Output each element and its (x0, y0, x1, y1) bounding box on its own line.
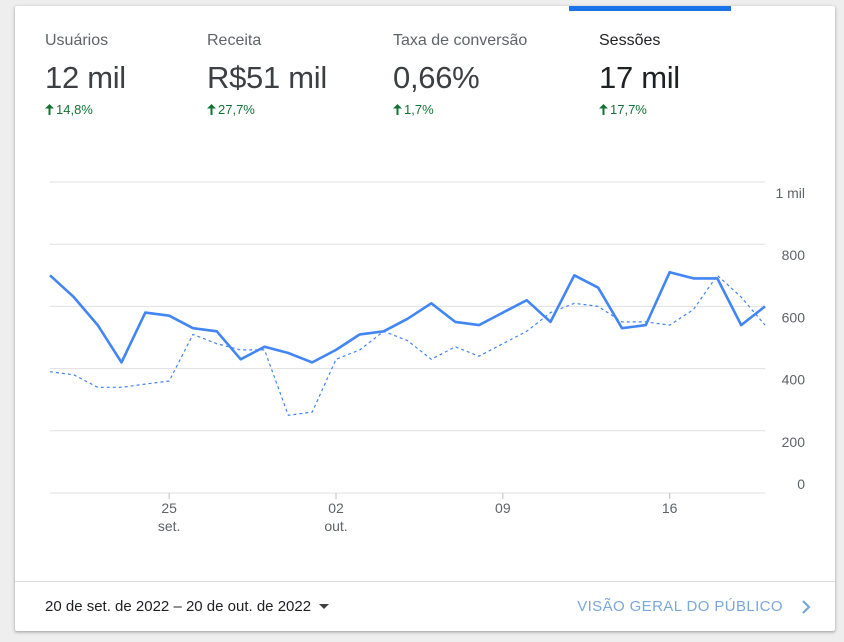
metric-label: Usuários (45, 32, 109, 49)
x-tick-month-label: out. (324, 518, 347, 534)
x-tick-label: 02 (328, 500, 344, 516)
metric-change: 27,7% (207, 102, 327, 117)
caret-down-icon (319, 604, 330, 609)
y-tick-label: 1 mil (775, 185, 805, 201)
metric-change: 14,8% (45, 102, 126, 117)
card-footer: 20 de set. de 2022 – 20 de out. de 2022 … (15, 581, 835, 632)
arrow-up-icon (599, 104, 608, 115)
metric-value: R$51 mil (207, 60, 327, 95)
metric-sessions[interactable]: Sessões 17 mil 17,7% (599, 32, 680, 117)
series-line-previous-period (49, 274, 766, 416)
metric-change: 1,7% (393, 102, 527, 117)
metric-change-value: 1,7% (404, 102, 434, 117)
metric-change-value: 14,8% (56, 102, 93, 117)
date-range-label: 20 de set. de 2022 – 20 de out. de 2022 (45, 598, 312, 615)
y-tick-label: 600 (782, 309, 806, 325)
y-tick-label: 0 (797, 476, 805, 492)
active-tab-indicator (569, 6, 731, 11)
metric-change-value: 27,7% (218, 102, 255, 117)
metric-change: 17,7% (599, 102, 680, 117)
y-tick-label: 400 (782, 372, 806, 388)
x-tick-label: 16 (662, 500, 678, 516)
audience-overview-link[interactable]: VISÃO GERAL DO PÚBLICO (577, 598, 811, 615)
sessions-card: Usuários 12 mil 14,8% Receita R$51 mil 2… (15, 6, 835, 631)
metric-value: 12 mil (45, 60, 126, 95)
metric-label: Receita (207, 32, 262, 49)
x-tick-label: 09 (495, 500, 511, 516)
audience-overview-label: VISÃO GERAL DO PÚBLICO (577, 598, 783, 615)
arrow-up-icon (45, 104, 54, 115)
chevron-right-icon (802, 599, 811, 614)
y-tick-label: 200 (782, 434, 806, 450)
metric-conversion-rate[interactable]: Taxa de conversão 0,66% 1,7% (393, 32, 527, 117)
x-tick-label: 25 (161, 500, 177, 516)
date-range-selector[interactable]: 20 de set. de 2022 – 20 de out. de 2022 (45, 598, 330, 615)
metric-label: Taxa de conversão (393, 32, 528, 49)
metric-change-value: 17,7% (610, 102, 647, 117)
metric-users[interactable]: Usuários 12 mil 14,8% (45, 32, 126, 117)
metric-revenue[interactable]: Receita R$51 mil 27,7% (207, 32, 327, 117)
y-tick-label: 800 (782, 247, 806, 263)
arrow-up-icon (207, 104, 216, 115)
metric-value: 17 mil (599, 60, 680, 95)
series-line-current-period (49, 270, 766, 364)
arrow-up-icon (393, 104, 402, 115)
sessions-line-chart: 1 mil 800 600 400 200 0 25 set. 02 out. 09 16 (49, 181, 806, 534)
metric-label: Sessões (599, 32, 661, 49)
metric-value: 0,66% (393, 60, 480, 95)
x-tick-month-label: set. (158, 518, 181, 534)
